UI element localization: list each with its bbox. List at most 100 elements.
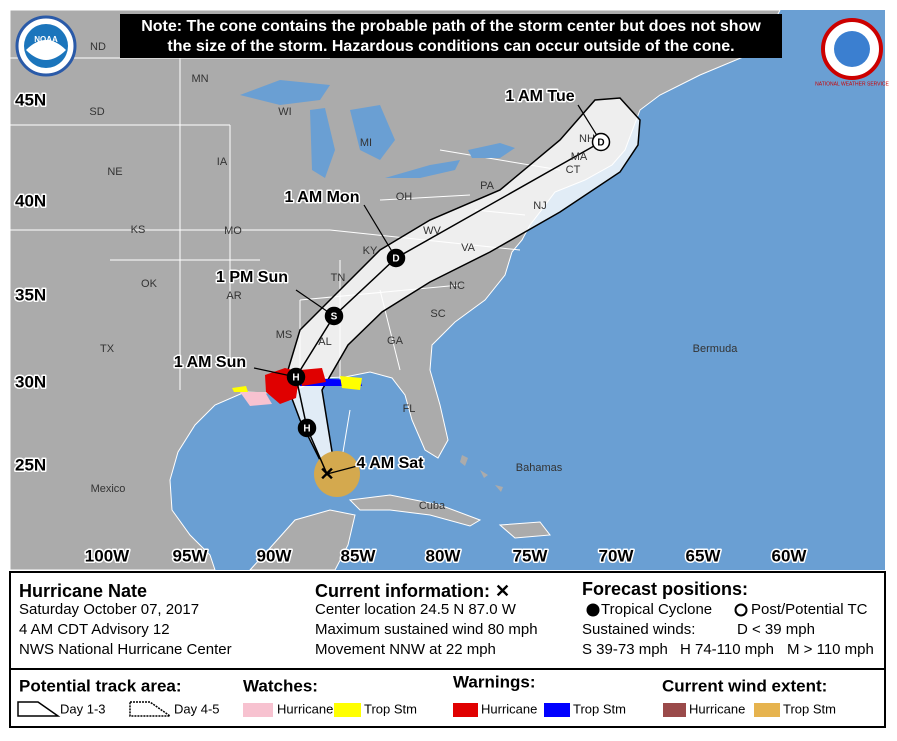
leaders [253, 104, 602, 475]
place-label: Mexico [91, 483, 126, 495]
wind-class: S 39-73 mph [582, 641, 668, 658]
note-text: Note: The cone contains the probable pat… [141, 18, 761, 35]
forecast-letter: S [331, 312, 338, 323]
state-label: TN [331, 272, 346, 284]
state-label: NJ [533, 200, 546, 212]
forecast-point [324, 306, 344, 326]
day45-icon [129, 701, 173, 717]
lon-label: 80W [426, 546, 462, 565]
state-label: PA [480, 180, 495, 192]
state-label: MA [571, 151, 588, 163]
state-label: GA [387, 335, 404, 347]
state-label: AL [318, 336, 331, 348]
state-label: ND [90, 41, 106, 53]
noaa-logo [15, 15, 77, 77]
swatch [334, 703, 361, 717]
lat-label: 40N [15, 191, 46, 210]
legend-item: Day 1-3 [60, 701, 106, 716]
tropical-storm-wind-extent [314, 451, 360, 497]
lon-label: 70W [599, 546, 635, 565]
forecast-time: 1 PM Sun [216, 269, 288, 286]
forecast-time: 1 AM Mon [285, 189, 360, 206]
state-label: MO [224, 225, 242, 237]
great-lakes [240, 80, 515, 178]
forecast-item: Tropical Cyclone [601, 601, 712, 618]
current-line: Movement NNW at 22 mph [315, 641, 496, 658]
nws-text: NATIONAL WEATHER SERVICE [815, 81, 889, 87]
place-label: Bermuda [693, 343, 739, 355]
state-label: NH [579, 133, 595, 145]
state-label: OH [396, 191, 413, 203]
swatch [243, 703, 273, 717]
forecast-letter: D [392, 254, 399, 265]
ptc-icon [734, 603, 748, 617]
wind-class: D < 39 mph [737, 621, 815, 638]
tc-icon [586, 603, 600, 617]
lon-label: 85W [341, 546, 377, 565]
lon-label: 65W [686, 546, 722, 565]
note-box [120, 14, 782, 58]
forecast-letter: H [303, 424, 310, 435]
state-label: IA [217, 156, 228, 168]
legend-item: Hurricane [277, 701, 333, 716]
legend-item: Day 4-5 [174, 701, 220, 716]
detail: NWS National Hurricane Center [19, 641, 232, 658]
cone-day-1-3 [284, 97, 641, 471]
legend-item: Trop Stm [573, 701, 626, 716]
lat-label: 35N [15, 285, 46, 304]
sustained-label: Sustained winds: [582, 621, 695, 638]
state-label: MN [191, 73, 208, 85]
state-label: VA [461, 242, 476, 254]
lat-label: 30N [15, 372, 46, 391]
legend-item: Hurricane [689, 701, 745, 716]
current-title: Current information: ✕ [315, 581, 510, 601]
forecast-item: Post/Potential TC [751, 601, 868, 618]
swatch [754, 703, 780, 717]
lat-label: 25N [15, 455, 46, 474]
legend-item: Hurricane [481, 701, 537, 716]
place-label: Cuba [419, 500, 446, 512]
lon-label: 90W [257, 546, 293, 565]
state-label: TX [100, 343, 115, 355]
state-label: NE [107, 166, 122, 178]
state-label: MI [360, 137, 372, 149]
state-label: SC [430, 308, 445, 320]
legend-title: Potential track area: [19, 676, 182, 695]
forecast-time: 1 AM Sun [174, 354, 246, 371]
state-label: MS [276, 329, 293, 341]
forecast-point [591, 132, 611, 152]
state-label: AR [226, 290, 241, 302]
state-label: OK [141, 278, 158, 290]
forecast-letter: H [292, 373, 299, 384]
legend-title: Warnings: [453, 672, 535, 691]
current-line: Maximum sustained wind 80 mph [315, 621, 538, 638]
noaa-text: NOAA [34, 35, 58, 44]
yucatan [248, 509, 356, 571]
lon-label: 75W [513, 546, 549, 565]
lon-label: 95W [173, 546, 209, 565]
storm-name: Hurricane Nate [19, 581, 147, 601]
legend-title: Current wind extent: [662, 676, 827, 695]
state-label: CT [566, 164, 581, 176]
state-label: WI [278, 106, 291, 118]
state-label: FL [403, 403, 416, 415]
note-text: the size of the storm. Hazardous conditi… [167, 38, 734, 55]
day13-icon [17, 701, 61, 717]
detail: 4 AM CDT Advisory 12 [19, 621, 170, 638]
swatch [544, 703, 570, 717]
state-label: KS [131, 224, 146, 236]
state-label: WV [423, 225, 441, 237]
wind-class: H 74-110 mph [680, 641, 774, 658]
forecast-title: Forecast positions: [582, 579, 748, 599]
place-label: Bahamas [516, 462, 563, 474]
swatch [453, 703, 478, 717]
wind-class: M > 110 mph [787, 641, 874, 658]
forecast-time: 1 AM Tue [505, 88, 574, 105]
state-label: SD [89, 106, 104, 118]
lon-label: 100W [85, 546, 130, 565]
legend-item: Trop Stm [364, 701, 417, 716]
current-line: Center location 24.5 N 87.0 W [315, 601, 517, 618]
map [9, 9, 885, 571]
hispaniola [498, 521, 551, 539]
